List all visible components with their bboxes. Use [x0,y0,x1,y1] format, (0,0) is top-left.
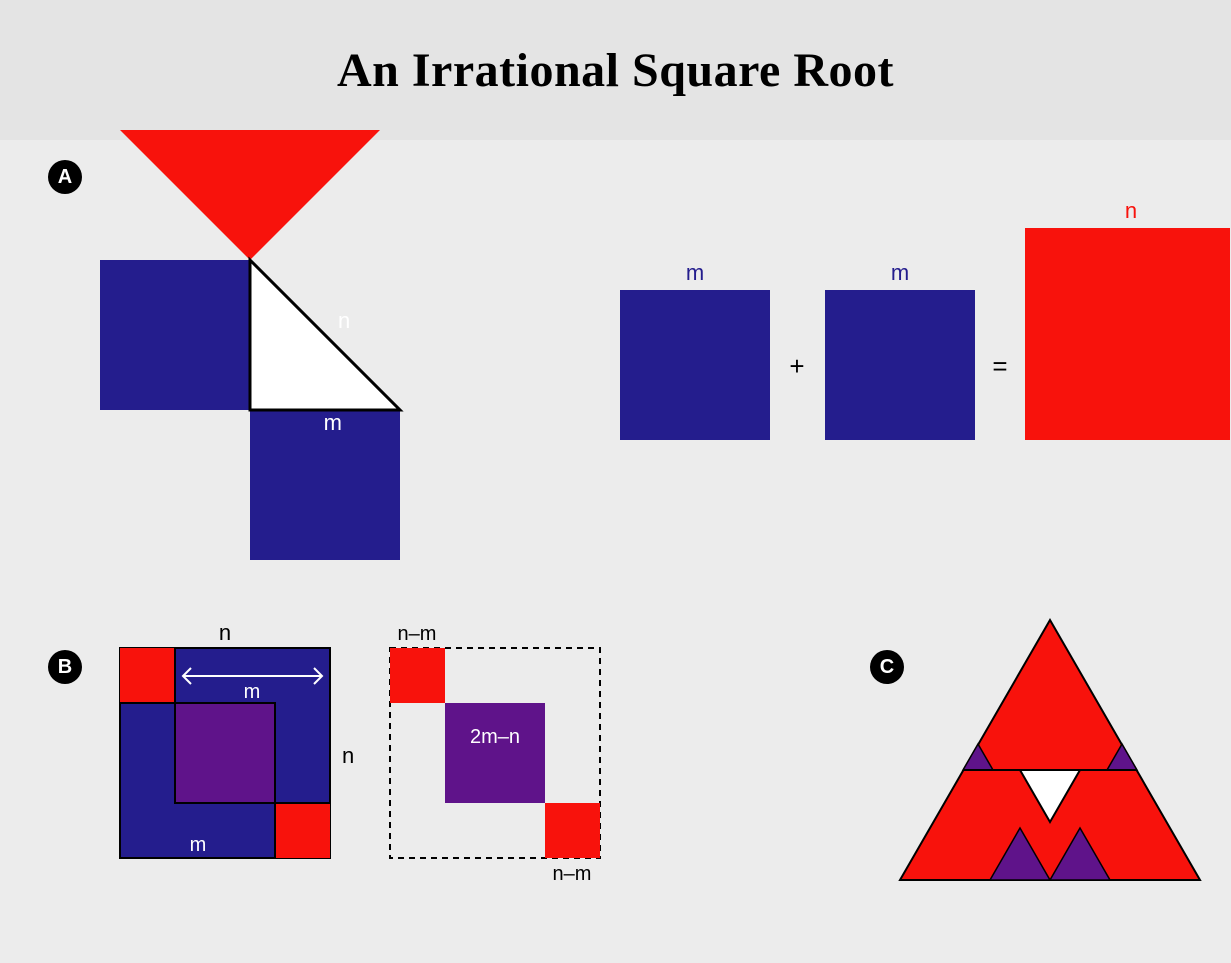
eq-plus: + [789,351,804,381]
hyp-square [100,130,400,260]
eq-label-n: n [1125,198,1137,223]
panel-a-pythagoras: m m n [40,130,600,610]
eq-label-m2: m [891,260,909,285]
b-left-label-n-right: n [342,743,354,768]
panel-b-right: n–m 2m–n n–m [370,618,670,918]
b-right-corner-br [545,803,600,858]
label-n-hyp: n [338,308,350,333]
eq-label-m1: m [686,260,704,285]
diagram-stage: A m m n m + m [0,140,1231,963]
c-big-triangle [900,620,1200,880]
b-left-corner-br [275,803,330,858]
panel-c-triangle [880,600,1220,900]
panel-badge-b-label: B [58,656,72,679]
b-right-corner-tl [390,648,445,703]
b-right-label-nm-top: n–m [398,623,437,645]
b-right-label-center: 2m–n [470,726,520,748]
b-right-label-nm-bottom: n–m [553,863,592,885]
b-left-label-m-bottom: m [190,834,207,856]
panel-b-left: n n m m [100,618,360,898]
b-left-label-n-top: n [219,620,231,645]
label-m-leg: m [264,322,282,347]
panel-badge-b: B [48,650,82,684]
title-bar: An Irrational Square Root [0,0,1231,140]
eq-square-n [1025,228,1230,440]
b-left-overlap [175,703,275,803]
b-left-label-m-arrow: m [244,681,261,703]
leg-square-left [100,260,250,410]
eq-square-m2 [825,290,975,440]
eq-square-m1 [620,290,770,440]
eq-equals: = [992,351,1007,381]
b-left-corner-tl [120,648,175,703]
panel-a-equation: m + m = n [610,180,1230,480]
b-right-center [445,703,545,803]
label-m-base: m [324,410,342,435]
page-title: An Irrational Square Root [337,43,894,98]
